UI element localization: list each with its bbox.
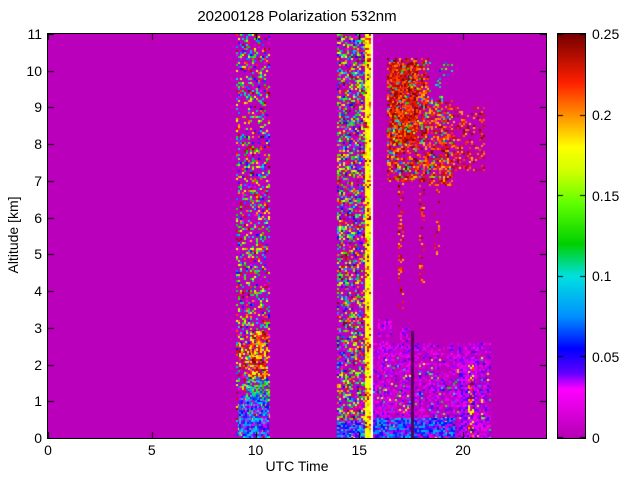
- colorbar-tick-label: 0: [592, 430, 600, 446]
- x-tick-label: 0: [44, 442, 52, 458]
- x-tick-label: 15: [351, 442, 368, 458]
- y-tick-label: 5: [34, 246, 42, 263]
- y-tick-label: 11: [27, 26, 42, 42]
- x-tick-label: 10: [247, 442, 264, 458]
- x-tick-label: 20: [455, 442, 471, 458]
- colorbar-tick-label: 0.2: [592, 106, 612, 123]
- colorbar: [557, 33, 586, 439]
- y-tick-label: 4: [34, 283, 42, 300]
- colorbar-tick-label: 0.25: [592, 26, 620, 42]
- heatmap-canvas: [48, 34, 546, 438]
- y-tick-label: 2: [34, 356, 42, 373]
- y-tick-label: 9: [34, 99, 42, 116]
- y-axis-label: Altitude [km]: [5, 196, 21, 274]
- colorbar-tick-label: 0.05: [592, 349, 620, 366]
- colorbar-tick-label: 0.15: [592, 187, 620, 204]
- colorbar-canvas: [558, 34, 585, 438]
- y-tick-label: 8: [34, 136, 42, 153]
- y-tick-label: 10: [26, 62, 42, 79]
- y-tick-label: 1: [34, 393, 42, 410]
- colorbar-tick-label: 0.1: [592, 268, 612, 285]
- x-tick-label: 5: [147, 442, 156, 458]
- plot-area: [47, 33, 547, 439]
- y-tick-label: 7: [34, 172, 42, 189]
- y-tick-label: 6: [34, 209, 42, 226]
- x-axis-label: UTC Time: [265, 458, 329, 474]
- y-tick-label: 3: [34, 319, 42, 336]
- plot-title: 20200128 Polarization 532nm: [197, 8, 397, 25]
- y-tick-label: 0: [34, 430, 42, 446]
